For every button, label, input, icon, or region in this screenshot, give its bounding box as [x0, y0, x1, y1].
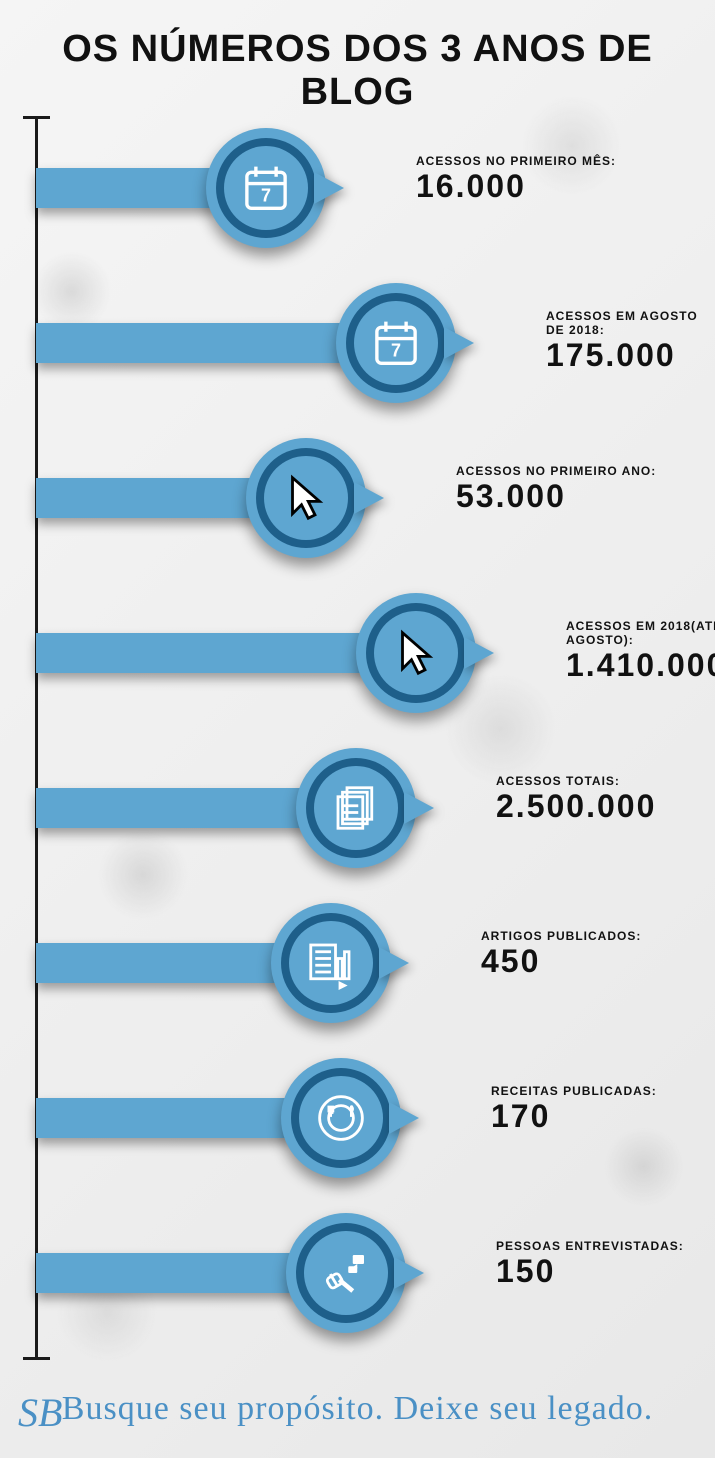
stat-value: 53.000 — [456, 478, 656, 515]
stat-medallion — [271, 903, 391, 1023]
stat-label: ARTIGOS PUBLICADOS: 450 — [481, 929, 641, 980]
stat-bar — [36, 788, 306, 828]
stat-caption: PESSOAS ENTREVISTADAS: — [496, 1239, 684, 1253]
infographic-row: ARTIGOS PUBLICADOS: 450 — [36, 903, 715, 1023]
stat-caption: ACESSOS NO PRIMEIRO MÊS: — [416, 154, 616, 168]
recipe-icon — [299, 1076, 383, 1160]
stat-bar — [36, 478, 256, 518]
infographic-row: 7 ACESSOS NO PRIMEIRO MÊS: 16.000 — [36, 128, 715, 248]
stat-medallion — [286, 1213, 406, 1333]
stat-value: 175.000 — [546, 337, 715, 374]
stat-value: 450 — [481, 943, 641, 980]
calendar-icon: 7 — [354, 301, 438, 385]
stat-value: 170 — [491, 1098, 657, 1135]
stat-caption: ACESSOS EM AGOSTO DE 2018: — [546, 309, 715, 337]
stat-medallion — [296, 748, 416, 868]
stat-value: 2.500.000 — [496, 788, 656, 825]
stat-medallion — [246, 438, 366, 558]
cursor-icon — [374, 611, 458, 695]
infographic-row: ACESSOS NO PRIMEIRO ANO: 53.000 — [36, 438, 715, 558]
stat-label: ACESSOS TOTAIS: 2.500.000 — [496, 774, 656, 825]
stat-label: ACESSOS EM AGOSTO DE 2018: 175.000 — [546, 309, 715, 374]
stat-medallion — [356, 593, 476, 713]
stat-medallion: 7 — [336, 283, 456, 403]
stat-medallion: 7 — [206, 128, 326, 248]
stat-bar — [36, 943, 281, 983]
infographic-row: PESSOAS ENTREVISTADAS: 150 — [36, 1213, 715, 1333]
stat-label: ACESSOS EM 2018(ATÉ AGOSTO): 1.410.000 — [566, 619, 715, 684]
svg-text:7: 7 — [261, 186, 271, 206]
stat-bar — [36, 633, 366, 673]
stat-caption: ACESSOS TOTAIS: — [496, 774, 656, 788]
infographic-row: RECEITAS PUBLICADAS: 170 — [36, 1058, 715, 1178]
stat-caption: ACESSOS EM 2018(ATÉ AGOSTO): — [566, 619, 715, 647]
page-title: OS NÚMEROS DOS 3 ANOS DE BLOG — [0, 28, 715, 114]
stat-bar — [36, 323, 346, 363]
stat-caption: RECEITAS PUBLICADAS: — [491, 1084, 657, 1098]
calendar-icon: 7 — [224, 146, 308, 230]
stat-label: PESSOAS ENTREVISTADAS: 150 — [496, 1239, 684, 1290]
infographic-row: 7 ACESSOS EM AGOSTO DE 2018: 175.000 — [36, 283, 715, 403]
stat-value: 16.000 — [416, 168, 616, 205]
stat-bar — [36, 1098, 291, 1138]
docs-icon — [314, 766, 398, 850]
stat-label: ACESSOS NO PRIMEIRO MÊS: 16.000 — [416, 154, 616, 205]
svg-text:7: 7 — [391, 341, 401, 361]
stat-bar — [36, 168, 216, 208]
mic-icon — [304, 1231, 388, 1315]
stat-caption: ARTIGOS PUBLICADOS: — [481, 929, 641, 943]
tagline: Busque seu propósito. Deixe seu legado. — [0, 1390, 715, 1428]
stat-caption: ACESSOS NO PRIMEIRO ANO: — [456, 464, 656, 478]
stat-label: ACESSOS NO PRIMEIRO ANO: 53.000 — [456, 464, 656, 515]
stat-label: RECEITAS PUBLICADAS: 170 — [491, 1084, 657, 1135]
stat-value: 1.410.000 — [566, 647, 715, 684]
stat-value: 150 — [496, 1253, 684, 1290]
infographic-row: ACESSOS EM 2018(ATÉ AGOSTO): 1.410.000 — [36, 593, 715, 713]
cursor-icon — [264, 456, 348, 540]
stat-bar — [36, 1253, 296, 1293]
articles-icon — [289, 921, 373, 1005]
infographic-row: ACESSOS TOTAIS: 2.500.000 — [36, 748, 715, 868]
stat-medallion — [281, 1058, 401, 1178]
